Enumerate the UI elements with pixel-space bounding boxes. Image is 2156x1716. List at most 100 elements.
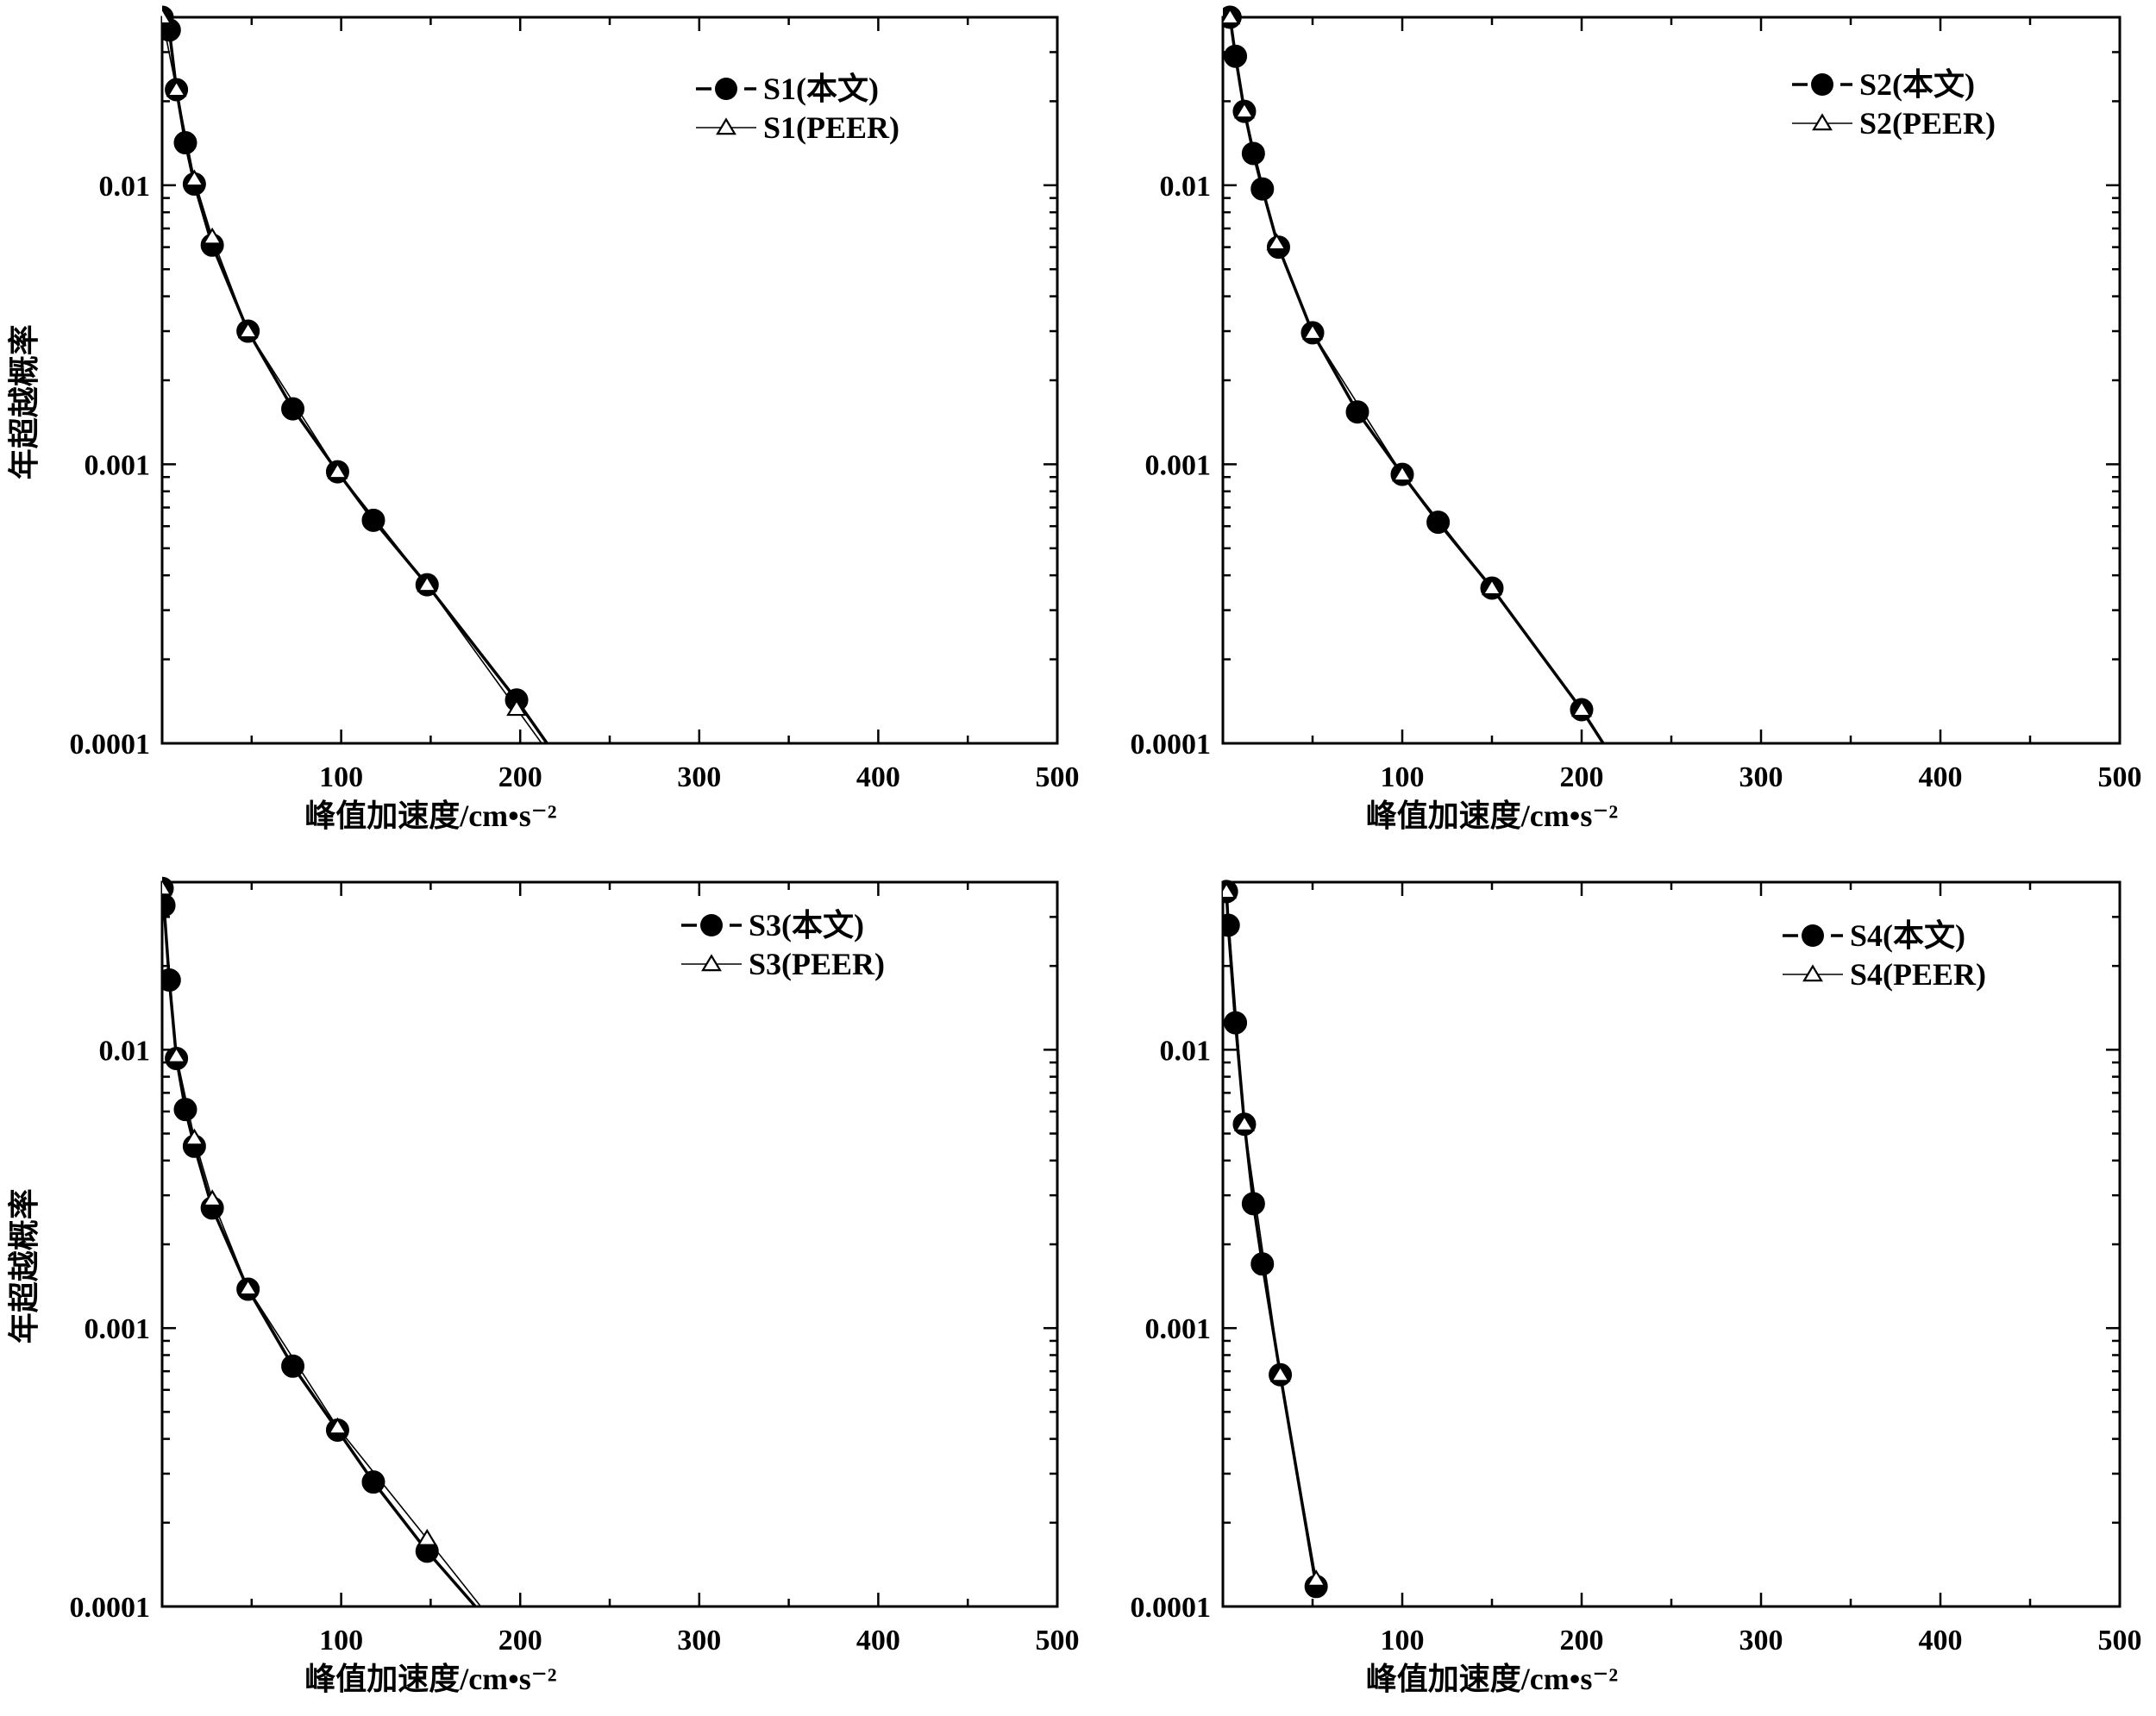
plot-frame — [160, 880, 1059, 1608]
y-tick-label: 0.01 — [99, 1035, 151, 1067]
plot-area — [1223, 5, 1605, 743]
data-point-peer — [1266, 233, 1288, 251]
data-point-benwen — [1345, 400, 1369, 424]
data-point-peer — [327, 461, 348, 479]
y-tick-label: 0.0001 — [70, 729, 151, 761]
y-axis-label: 年超越概率 — [7, 1188, 41, 1343]
x-tick-label: 100 — [1381, 1625, 1425, 1657]
data-point-benwen — [1224, 1011, 1248, 1035]
data-point-benwen — [1250, 177, 1275, 201]
legend: S1(本文) S1(PEER) — [696, 72, 899, 145]
legend-marker-benwen — [1811, 73, 1833, 96]
series-line-peer — [1225, 891, 1317, 1580]
data-point-peer — [1482, 578, 1502, 596]
plot-frame — [160, 16, 1059, 745]
x-axis-label: 峰值加速度/cm•s⁻² — [1366, 799, 1618, 833]
data-point-peer — [184, 1128, 205, 1146]
data-point-benwen — [162, 968, 181, 993]
x-tick-label: 200 — [498, 761, 542, 793]
panels: 100 200 300 400 500 0.01 0.001 0.0001 峰值加速度/cm•s… — [7, 5, 2142, 1696]
data-point-peer — [184, 169, 205, 187]
data-point-benwen — [173, 131, 197, 155]
data-point-peer — [1392, 464, 1413, 482]
data-point-peer — [1223, 7, 1241, 25]
data-point-peer — [166, 79, 187, 97]
data-point-benwen — [361, 1470, 385, 1494]
data-point-peer — [1306, 1569, 1327, 1587]
legend-marker-peer — [1812, 113, 1833, 131]
plot-area — [162, 876, 482, 1606]
data-point-benwen — [1426, 510, 1451, 535]
data-point-peer — [417, 1528, 438, 1546]
legend-label: S1(本文) — [763, 72, 879, 106]
y-tick-label: 0.001 — [1145, 1313, 1212, 1345]
legend: S2(本文) S2(PEER) — [1792, 67, 1996, 141]
legend-marker-benwen — [700, 914, 723, 936]
series-line-benwen — [1225, 891, 1318, 1588]
y-axis-label: 年超越概率 — [7, 324, 41, 479]
data-point-benwen — [1223, 913, 1240, 937]
data-point-peer — [237, 321, 259, 339]
data-point-peer — [202, 227, 223, 245]
x-tick-label: 500 — [2098, 761, 2142, 793]
data-point-peer — [1234, 101, 1255, 119]
x-tick-label: 400 — [1919, 761, 1963, 793]
chart-panel: 100 200 300 400 500 0.01 0.001 0.0001 峰值加速度/cm•s… — [1131, 880, 2142, 1696]
data-point-benwen — [1241, 141, 1265, 166]
x-tick-label: 500 — [1036, 761, 1080, 793]
x-tick-label: 300 — [677, 761, 721, 793]
y-tick-label: 0.0001 — [70, 1592, 151, 1624]
x-tick-label: 400 — [856, 1625, 900, 1657]
plot-area — [162, 5, 548, 743]
series-line-benwen — [1228, 16, 1605, 743]
x-tick-label: 100 — [319, 761, 363, 793]
legend: S3(本文) S3(PEER) — [681, 908, 885, 981]
legend-marker-peer — [1802, 964, 1823, 982]
data-point-benwen — [1250, 1252, 1275, 1276]
data-point-benwen — [1224, 44, 1248, 68]
chart-panel: 100 200 300 400 500 0.01 0.001 0.0001 峰值加速度/cm•s… — [1131, 5, 2142, 833]
x-tick-label: 300 — [1739, 1625, 1783, 1657]
x-tick-label: 200 — [498, 1625, 542, 1657]
data-point-benwen — [173, 1098, 197, 1122]
data-point-benwen — [281, 1354, 305, 1378]
x-axis-label: 峰值加速度/cm•s⁻² — [304, 799, 556, 833]
legend-label: S2(本文) — [1859, 67, 1975, 102]
data-point-peer — [417, 574, 438, 592]
y-tick-label: 0.01 — [1160, 1035, 1212, 1067]
y-tick-label: 0.01 — [1160, 171, 1212, 203]
y-tick-label: 0.0001 — [1131, 729, 1212, 761]
x-tick-label: 100 — [319, 1625, 363, 1657]
data-point-peer — [1302, 323, 1323, 341]
data-point-peer — [327, 1417, 348, 1435]
legend-marker-benwen — [715, 78, 737, 100]
data-point-benwen — [162, 18, 181, 42]
x-tick-label: 500 — [1036, 1625, 1080, 1657]
data-point-peer — [1234, 1114, 1255, 1131]
legend-marker-benwen — [1802, 924, 1824, 947]
x-tick-label: 200 — [1560, 761, 1604, 793]
legend-label: S1(PEER) — [763, 110, 899, 145]
legend-label: S3(PEER) — [749, 947, 885, 981]
legend-label: S4(PEER) — [1850, 957, 1986, 992]
chart-panel: 100 200 300 400 500 0.01 0.001 0.0001 峰值加速度/cm•s… — [7, 876, 1080, 1696]
legend-label: S3(本文) — [749, 908, 864, 943]
x-tick-label: 300 — [677, 1625, 721, 1657]
data-point-benwen — [162, 893, 176, 917]
x-tick-label: 400 — [1919, 1625, 1963, 1657]
data-point-benwen — [281, 397, 305, 421]
series-line-peer — [162, 16, 542, 743]
data-point-peer — [202, 1189, 223, 1207]
x-tick-label: 100 — [1381, 761, 1425, 793]
y-tick-label: 0.01 — [99, 171, 151, 203]
data-point-peer — [237, 1278, 259, 1296]
data-point-peer — [506, 698, 527, 717]
y-tick-label: 0.001 — [1145, 449, 1212, 481]
legend-marker-peer — [716, 117, 736, 135]
y-tick-label: 0.001 — [85, 1313, 151, 1345]
y-tick-label: 0.001 — [85, 449, 151, 481]
data-point-peer — [1571, 699, 1592, 717]
x-axis-label: 峰值加速度/cm•s⁻² — [304, 1662, 556, 1696]
legend: S4(本文) S4(PEER) — [1783, 918, 1986, 992]
